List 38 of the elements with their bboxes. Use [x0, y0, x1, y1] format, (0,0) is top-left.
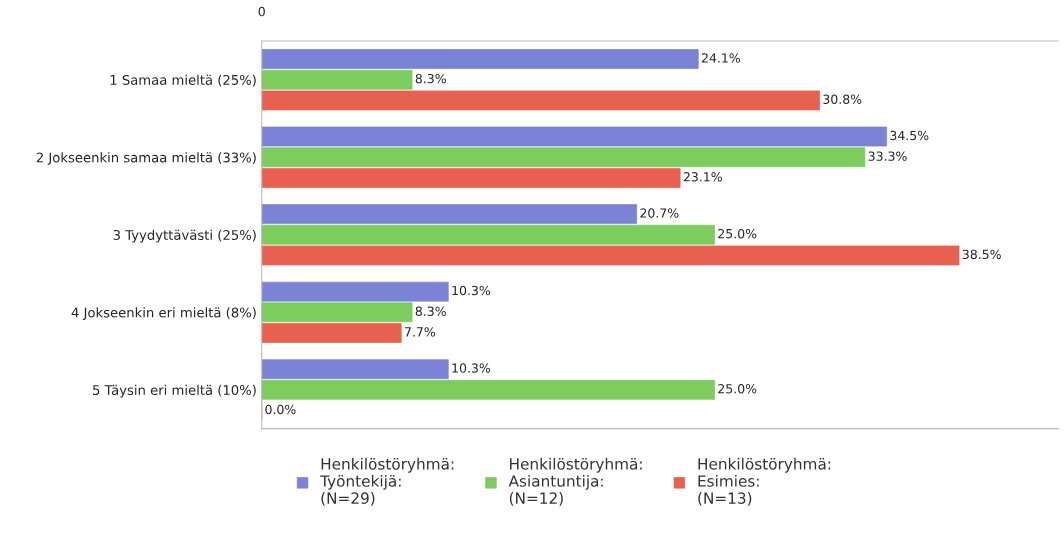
bar: [261, 49, 699, 69]
bar: [261, 147, 866, 168]
data-label: 23.1%: [683, 172, 722, 182]
bar: [261, 281, 449, 302]
bar: [261, 245, 960, 266]
y-tick-label: 3 Tyydyttävästi (25%): [113, 229, 256, 243]
data-label: 33.3%: [868, 151, 907, 161]
text: 0: [258, 6, 265, 17]
y-tick-label: 1 Samaa mieltä (25%): [110, 74, 256, 87]
bar: [261, 204, 638, 224]
legend-label: Henkilöstöryhmä: Esimies: (N=13): [698, 457, 831, 506]
data-label: 8.3%: [415, 306, 446, 316]
legend-label: Henkilöstöryhmä: Asiantuntija: (N=12): [508, 457, 642, 506]
bar: [261, 126, 887, 147]
data-label: 25.0%: [718, 228, 757, 239]
y-tick-label: 4 Jokseenkin eri mieltä (8%): [71, 307, 256, 320]
data-label: 8.3%: [415, 73, 446, 84]
bar: [261, 224, 715, 245]
data-label: 20.7%: [640, 208, 679, 218]
data-label: 38.5%: [962, 249, 1001, 260]
bar: [261, 323, 402, 343]
data-label: 30.8%: [823, 94, 862, 105]
data-label: 24.1%: [701, 53, 741, 63]
legend-label: Henkilöstöryhmä: Työntekijä: (N=29): [320, 457, 454, 506]
bar: [261, 359, 449, 380]
data-label: 7.7%: [405, 327, 436, 337]
data-label: 0.0%: [265, 404, 296, 415]
y-tick-label: 5 Täysin eri mieltä (10%): [93, 384, 256, 398]
bar: [261, 90, 820, 111]
y-tick-label: 2 Jokseenkin samaa mieltä (33%): [36, 152, 256, 165]
data-label: 25.0%: [718, 384, 757, 394]
bar: [261, 302, 413, 323]
bar: [261, 69, 413, 90]
data-label: 10.3%: [452, 363, 491, 373]
bar: [261, 168, 681, 188]
data-label: 10.3%: [452, 285, 491, 296]
data-label: 34.5%: [890, 130, 929, 141]
bar: [261, 379, 715, 400]
